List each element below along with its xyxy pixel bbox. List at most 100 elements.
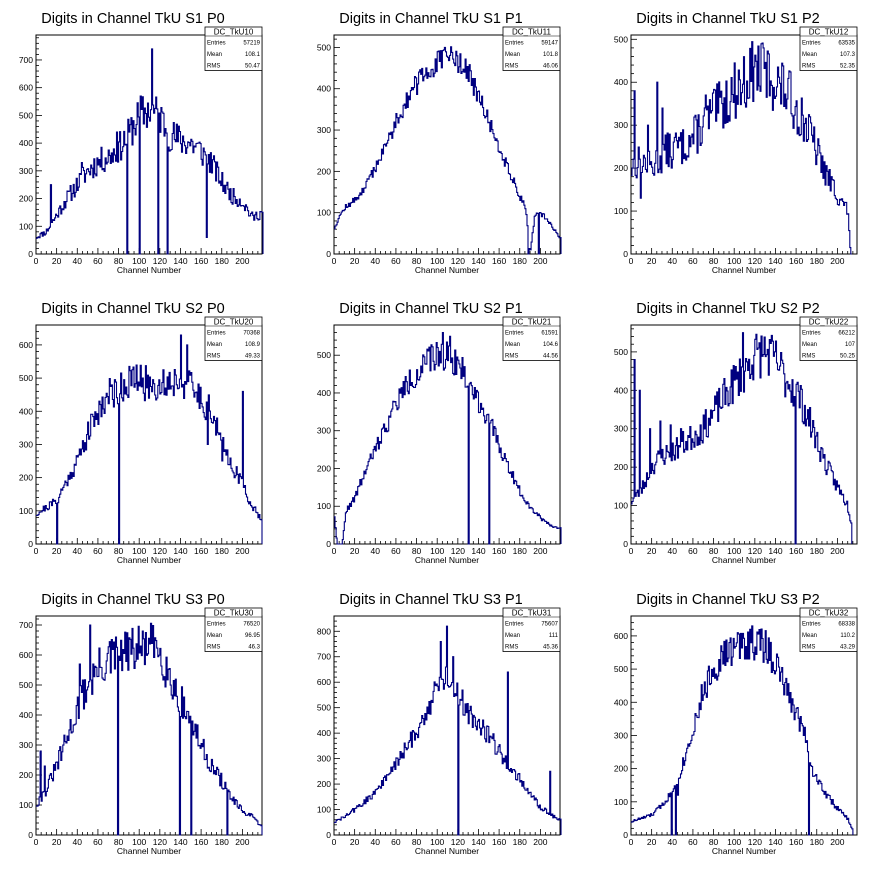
plot-frame [630,34,858,255]
stats-value: 44.56 [543,354,559,360]
x-tick-label: 120 [153,256,167,266]
histogram-series [631,625,854,836]
stats-value: 45.36 [543,645,559,651]
x-tick-label: 120 [451,256,465,266]
x-tick-label: 80 [114,256,124,266]
x-tick-label: 120 [748,256,762,266]
y-tick-label: 100 [614,797,628,807]
x-tick-label: 200 [533,256,547,266]
stats-name: DC_TkU20 [214,318,254,327]
plot-frame [35,324,263,545]
x-tick-label: 100 [132,546,146,556]
x-tick-label: 140 [471,837,485,847]
x-tick-label: 60 [688,256,698,266]
stats-box: DC_TkU11 Entries 59147 Mean 101.8 RMS 46.06 [502,26,561,71]
stats-label: Mean [505,633,520,639]
y-tick-label: 600 [614,631,628,641]
x-tick-label: 140 [173,837,187,847]
panel-title: Digits in Channel TkU S2 P2 [636,301,820,317]
x-tick-label: 40 [371,837,381,847]
x-tick-label: 0 [332,546,337,556]
x-tick-label: 160 [789,256,803,266]
x-tick-label: 160 [492,837,506,847]
stats-label: RMS [505,645,518,651]
x-tick-label: 0 [332,256,337,266]
x-tick-label: 40 [668,837,678,847]
histogram-panel: Digits in Channel TkU S3 P2 0 20 40 60 80 100 1… [614,592,858,856]
x-tick-label: 60 [391,256,401,266]
x-tick-label: 20 [647,256,657,266]
stats-value: 59147 [541,41,558,47]
x-tick-label: 160 [194,546,208,556]
x-tick-label: 140 [768,546,782,556]
x-tick-label: 40 [668,546,678,556]
stats-name: DC_TkU12 [809,28,849,37]
stats-name: DC_TkU10 [214,28,254,37]
y-tick-label: 100 [614,501,628,511]
stats-label: RMS [207,64,220,70]
y-tick-label: 100 [19,506,33,516]
x-tick-label: 180 [215,256,229,266]
histogram-series [631,332,853,545]
stats-name: DC_TkU30 [214,609,254,618]
x-tick-label: 20 [647,837,657,847]
x-tick-label: 80 [412,837,422,847]
stats-box: DC_TkU21 Entries 61591 Mean 104.6 RMS 44.56 [502,316,561,361]
stats-name: DC_TkU31 [512,609,552,618]
x-tick-label: 60 [688,546,698,556]
y-tick-label: 100 [19,800,33,810]
stats-label: Mean [505,342,520,348]
x-tick-label: 180 [513,256,527,266]
x-tick-label: 120 [748,837,762,847]
plot-frame [333,615,561,836]
x-tick-label: 80 [412,256,422,266]
y-tick-label: 200 [614,163,628,173]
y-tick-label: 300 [19,439,33,449]
stats-box-frame [204,26,263,71]
x-tick-label: 40 [668,256,678,266]
y-tick-label: 500 [614,347,628,357]
stats-value: 76520 [243,622,260,628]
x-tick-label: 140 [173,256,187,266]
stats-label: Entries [505,41,524,47]
stats-name: DC_TkU32 [809,609,849,618]
y-tick-label: 400 [317,388,331,398]
x-tick-label: 40 [73,256,83,266]
plot-frame [333,324,561,545]
x-tick-label: 140 [173,546,187,556]
stats-value: 61591 [541,331,558,337]
plot-frame [630,324,858,545]
x-axis-label: Channel Number [117,555,181,565]
y-tick-label: 0 [28,539,33,549]
stats-label: Entries [207,331,226,337]
stats-label: Mean [207,52,222,58]
x-tick-label: 60 [93,837,103,847]
x-axis-label: Channel Number [117,265,181,275]
x-tick-label: 120 [451,546,465,556]
stats-value: 66212 [838,331,855,337]
stats-value: 104.6 [543,342,559,348]
histogram-series [36,622,263,836]
y-tick-label: 0 [28,830,33,840]
histogram-panel: Digits in Channel TkU S2 P0 0 20 40 60 80 100 1… [19,301,263,565]
stats-label: RMS [802,645,815,651]
stats-box-frame [204,316,263,361]
stats-box-frame [799,607,858,652]
plot-frame [333,34,561,255]
histogram-panel: Digits in Channel TkU S2 P2 0 20 40 60 80 100 1… [614,301,858,565]
x-tick-label: 100 [727,837,741,847]
stats-value: 63535 [838,41,855,47]
y-tick-label: 200 [19,194,33,204]
x-tick-label: 0 [629,837,634,847]
stats-value: 108.9 [245,342,261,348]
x-tick-label: 160 [492,546,506,556]
stats-label: Mean [802,52,817,58]
y-tick-label: 400 [317,728,331,738]
y-tick-label: 300 [614,424,628,434]
x-tick-label: 20 [647,546,657,556]
x-tick-label: 160 [492,256,506,266]
y-tick-label: 0 [326,539,331,549]
x-tick-label: 100 [430,546,444,556]
y-tick-label: 100 [317,208,331,218]
